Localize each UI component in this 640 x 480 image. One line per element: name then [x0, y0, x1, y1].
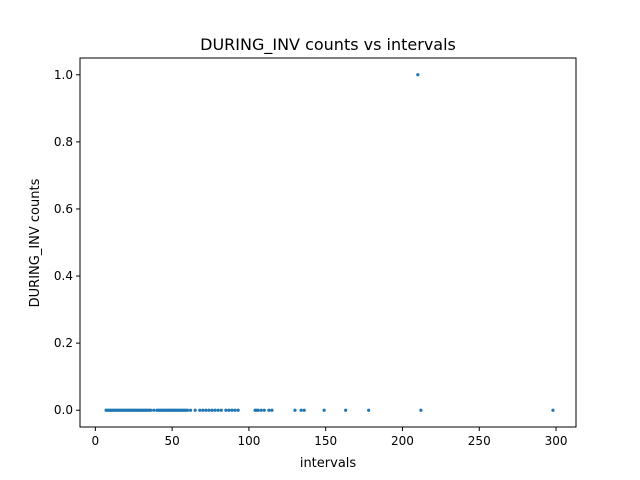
data-point [227, 408, 231, 412]
data-point [149, 408, 153, 412]
y-tick-label: 0.0 [54, 403, 73, 417]
y-tick-label: 0.6 [54, 202, 73, 216]
data-point [219, 408, 223, 412]
chart-title: DURING_INV counts vs intervals [200, 35, 456, 55]
y-tick-label: 1.0 [54, 68, 73, 82]
x-axis-label: intervals [300, 456, 357, 471]
data-point [188, 408, 193, 412]
y-tick-label: 0.8 [54, 135, 73, 149]
data-point [152, 408, 156, 412]
data-point [262, 408, 266, 412]
data-point [259, 408, 263, 412]
data-point [344, 408, 348, 412]
data-point [216, 408, 220, 412]
x-tick-label: 100 [237, 434, 260, 448]
data-point [256, 408, 260, 412]
data-point [201, 408, 205, 412]
x-tick-label: 0 [92, 434, 100, 448]
x-tick-label: 250 [468, 434, 491, 448]
y-tick-label: 0.2 [54, 336, 73, 350]
x-tick-label: 300 [545, 434, 568, 448]
data-point [322, 408, 326, 412]
plot-frame [79, 57, 577, 428]
data-point [230, 408, 234, 412]
data-point [224, 408, 228, 412]
y-tick-label: 0.4 [54, 269, 73, 283]
data-point [270, 408, 274, 412]
x-tick-label: 50 [164, 434, 179, 448]
data-point [207, 408, 211, 412]
data-point [193, 408, 197, 412]
data-point [299, 408, 303, 412]
data-point [419, 408, 423, 412]
plot-area: 0 50 100 150 200 250 300 0.0 0.2 0.4 0.6 0.8 1.0 [54, 57, 577, 448]
data-point [185, 408, 190, 412]
data-point [233, 408, 237, 412]
data-point [416, 73, 420, 77]
data-point [236, 408, 240, 412]
data-point [267, 408, 271, 412]
y-axis-label: DURING_INV counts [28, 178, 43, 307]
data-point [367, 408, 371, 412]
x-tick-label: 200 [391, 434, 414, 448]
data-point [551, 408, 555, 412]
data-point [204, 408, 208, 412]
data-point [213, 408, 217, 412]
data-point [210, 408, 214, 412]
data-point [293, 408, 297, 412]
data-point [302, 408, 306, 412]
data-point [198, 408, 202, 412]
x-tick-label: 150 [314, 434, 337, 448]
